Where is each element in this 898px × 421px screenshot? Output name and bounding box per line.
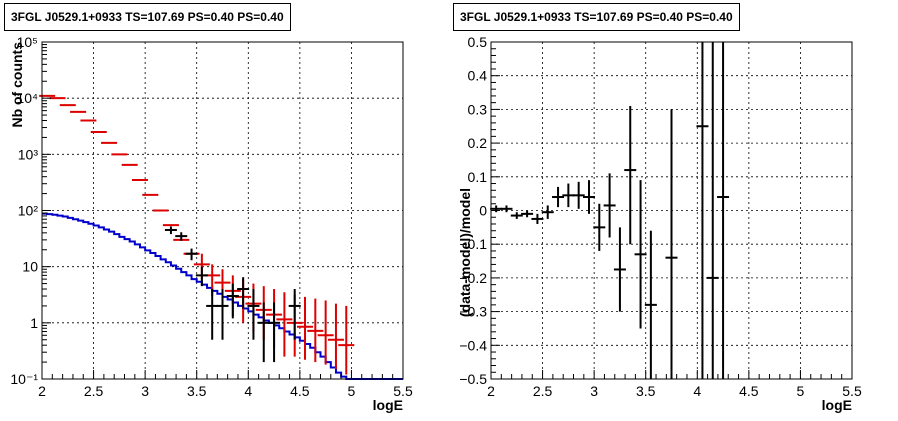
x-tick-label: 2 xyxy=(487,383,495,399)
x-tick-label: 4.5 xyxy=(739,383,759,399)
y-tick-label: −0.4 xyxy=(459,337,487,353)
x-tick-label: 3 xyxy=(141,383,149,399)
y-tick-label: 0 xyxy=(479,203,487,219)
y-tick-label: 0.3 xyxy=(468,101,488,117)
x-tick-label: 5.5 xyxy=(393,383,413,399)
x-tick-label: 4.5 xyxy=(290,383,310,399)
x-tick-label: 2.5 xyxy=(533,383,553,399)
y-tick-label: −0.1 xyxy=(459,236,487,252)
x-tick-label: 5 xyxy=(797,383,805,399)
x-tick-label: 5.5 xyxy=(842,383,862,399)
x-tick-label: 3 xyxy=(590,383,598,399)
y-tick-label: 10⁵ xyxy=(17,34,38,50)
y-tick-label: −0.5 xyxy=(459,371,487,387)
x-tick-label: 4 xyxy=(244,383,252,399)
x-tick-label: 4 xyxy=(693,383,701,399)
y-tick-label: 0.2 xyxy=(468,135,488,151)
counts-plot: 2 2.5 3 3.5 4 4.5 5 5.5 10⁻¹ 1 10 10² 10³ 10⁴ 10⁵ logE N… xyxy=(9,34,413,413)
y-tick-label: 10⁻¹ xyxy=(10,371,38,387)
y-tick-label: 10⁴ xyxy=(16,90,38,106)
left-chart-title: 3FGL J0529.1+0933 TS=107.69 PS=0.40 PS=0… xyxy=(4,3,291,31)
x-tick-label: 3.5 xyxy=(636,383,656,399)
y-tick-label: 10³ xyxy=(18,146,39,162)
y-tick-label: 0.1 xyxy=(468,169,488,185)
x-tick-label: 3.5 xyxy=(187,383,207,399)
y-tick-label: 10² xyxy=(18,203,39,219)
x-tick-label: 5 xyxy=(348,383,356,399)
y-axis-label: (data-model)/model xyxy=(457,188,473,317)
residuals-plot: 2 2.5 3 3.5 4 4.5 5 5.5 −0.5 −0.4 −0.3 −0.2 −0.1 0 0.1… xyxy=(457,34,862,413)
x-tick-label: 2 xyxy=(38,383,46,399)
y-tick-label: −0.2 xyxy=(459,270,487,286)
y-tick-label: −0.3 xyxy=(459,304,487,320)
y-axis-label: Nb of counts xyxy=(9,42,25,128)
x-tick-label: 2.5 xyxy=(84,383,104,399)
x-axis-label: logE xyxy=(822,397,852,413)
y-tick-label: 1 xyxy=(30,315,38,331)
x-axis-label: logE xyxy=(373,397,403,413)
series-line-blue xyxy=(42,212,403,380)
right-chart-title: 3FGL J0529.1+0933 TS=107.69 PS=0.40 PS=0… xyxy=(453,3,740,31)
y-tick-label: 10 xyxy=(22,259,38,275)
y-tick-label: 0.4 xyxy=(468,68,488,84)
y-tick-label: 0.5 xyxy=(468,34,488,50)
